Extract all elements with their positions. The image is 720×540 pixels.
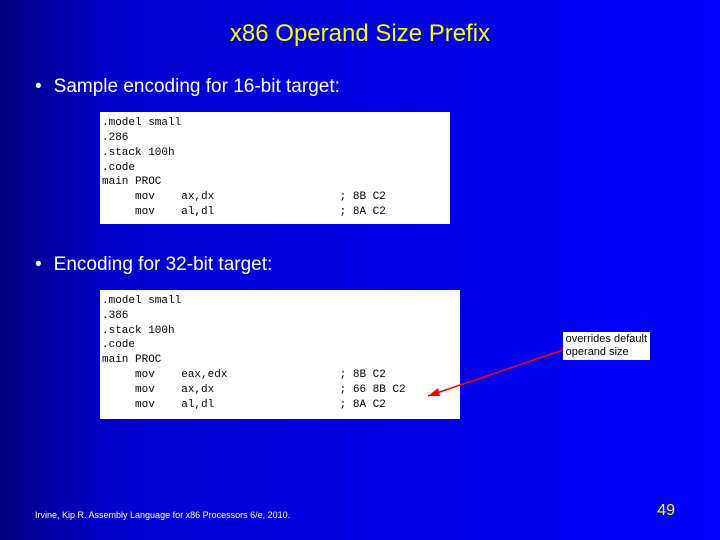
annotation-line1: overrides default xyxy=(566,333,647,346)
annotation-box: overrides default operand size xyxy=(563,332,650,360)
bullet-16bit: • Sample encoding for 16-bit target: xyxy=(35,76,720,98)
annotation-line2: operand size xyxy=(566,346,647,359)
bullet-32bit: • Encoding for 32-bit target: xyxy=(35,254,720,276)
code-block-32bit: .model small .386 .stack 100h .code main… xyxy=(100,290,460,419)
page-number: 49 xyxy=(657,502,675,520)
bullet-mark: • xyxy=(35,76,42,97)
footer-citation: Irvine, Kip R. Assembly Language for x86… xyxy=(35,510,290,520)
slide-title: x86 Operand Size Prefix xyxy=(0,0,720,48)
bullet-text-1: Sample encoding for 16-bit target: xyxy=(54,76,340,97)
code-block-16bit: .model small .286 .stack 100h .code main… xyxy=(100,112,450,224)
bullet-mark: • xyxy=(35,254,42,275)
bullet-text-2: Encoding for 32-bit target: xyxy=(54,254,273,275)
